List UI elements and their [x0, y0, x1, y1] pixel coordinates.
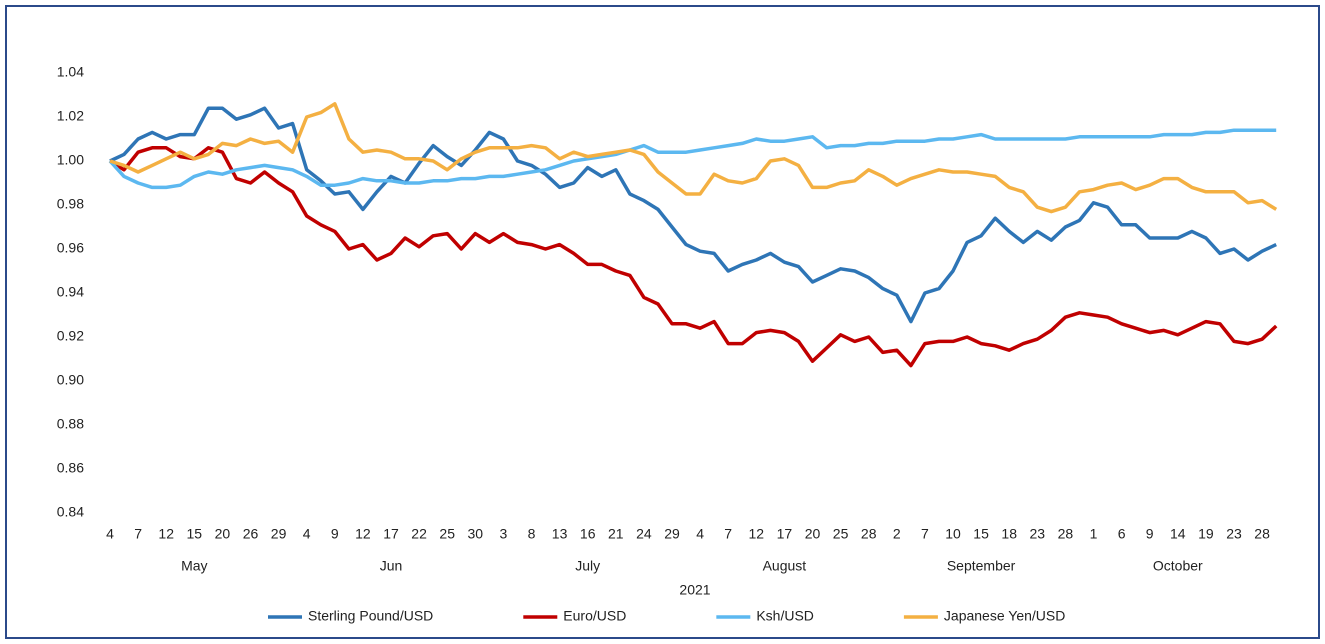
month-label: September: [947, 558, 1016, 574]
x-tick-label: 3: [500, 526, 508, 542]
x-tick-label: 10: [945, 526, 961, 542]
x-tick-label: 17: [383, 526, 399, 542]
y-tick-label: 1.00: [57, 152, 84, 168]
x-tick-label: 28: [861, 526, 877, 542]
month-label: August: [763, 558, 807, 574]
x-tick-label: 29: [271, 526, 287, 542]
series-line: [109, 146, 1278, 368]
legend-label: Sterling Pound/USD: [308, 608, 433, 624]
y-tick-label: 0.84: [57, 504, 84, 520]
x-tick-label: 4: [696, 526, 704, 542]
x-tick-label: 8: [528, 526, 536, 542]
y-tick-label: 0.90: [57, 372, 84, 388]
y-tick-label: 0.86: [57, 460, 84, 476]
x-tick-label: 28: [1058, 526, 1074, 542]
x-tick-label: 30: [468, 526, 484, 542]
x-tick-label: 20: [215, 526, 231, 542]
x-tick-label: 9: [1146, 526, 1154, 542]
x-tick-label: 24: [636, 526, 652, 542]
x-tick-label: 17: [777, 526, 793, 542]
x-tick-label: 26: [243, 526, 259, 542]
x-tick-label: 20: [805, 526, 821, 542]
y-tick-label: 0.94: [57, 284, 84, 300]
x-tick-label: 12: [158, 526, 174, 542]
series-line: [109, 102, 1278, 214]
month-label: October: [1153, 558, 1203, 574]
x-tick-label: 22: [411, 526, 427, 542]
x-tick-label: 28: [1254, 526, 1270, 542]
x-tick-label: 19: [1198, 526, 1214, 542]
x-tick-label: 12: [355, 526, 371, 542]
x-tick-label: 13: [552, 526, 568, 542]
x-tick-label: 12: [749, 526, 765, 542]
y-tick-label: 0.92: [57, 328, 84, 344]
x-tick-label: 15: [187, 526, 203, 542]
x-tick-label: 25: [833, 526, 849, 542]
y-tick-label: 0.88: [57, 416, 84, 432]
y-tick-label: 0.98: [57, 196, 84, 212]
legend-label: Ksh/USD: [756, 608, 814, 624]
x-tick-label: 6: [1118, 526, 1126, 542]
y-tick-label: 0.96: [57, 240, 84, 256]
legend-label: Japanese Yen/USD: [944, 608, 1065, 624]
y-tick-label: 1.04: [57, 64, 84, 80]
x-tick-label: 29: [664, 526, 680, 542]
x-tick-label: 16: [580, 526, 596, 542]
x-tick-label: 23: [1226, 526, 1242, 542]
x-tick-label: 2: [893, 526, 901, 542]
series-line: [108, 128, 1277, 190]
x-tick-label: 7: [134, 526, 142, 542]
x-tick-label: 1: [1090, 526, 1098, 542]
x-tick-label: 15: [973, 526, 989, 542]
x-tick-label: 4: [106, 526, 114, 542]
frame: [5, 5, 1320, 639]
month-label: Jun: [380, 558, 403, 574]
x-tick-label: 21: [608, 526, 624, 542]
x-tick-label: 23: [1030, 526, 1046, 542]
x-tick-label: 7: [921, 526, 929, 542]
month-label: May: [181, 558, 207, 574]
x-tick-label: 25: [439, 526, 455, 542]
month-label: July: [575, 558, 600, 574]
x-tick-label: 18: [1001, 526, 1017, 542]
x-tick-label: 7: [724, 526, 732, 542]
y-tick-label: 1.02: [57, 108, 84, 124]
x-tick-label: 4: [303, 526, 311, 542]
x-axis-label: 2021: [679, 582, 710, 598]
x-tick-label: 9: [331, 526, 339, 542]
series-line: [109, 106, 1277, 324]
legend-label: Euro/USD: [563, 608, 626, 624]
x-tick-label: 14: [1170, 526, 1186, 542]
